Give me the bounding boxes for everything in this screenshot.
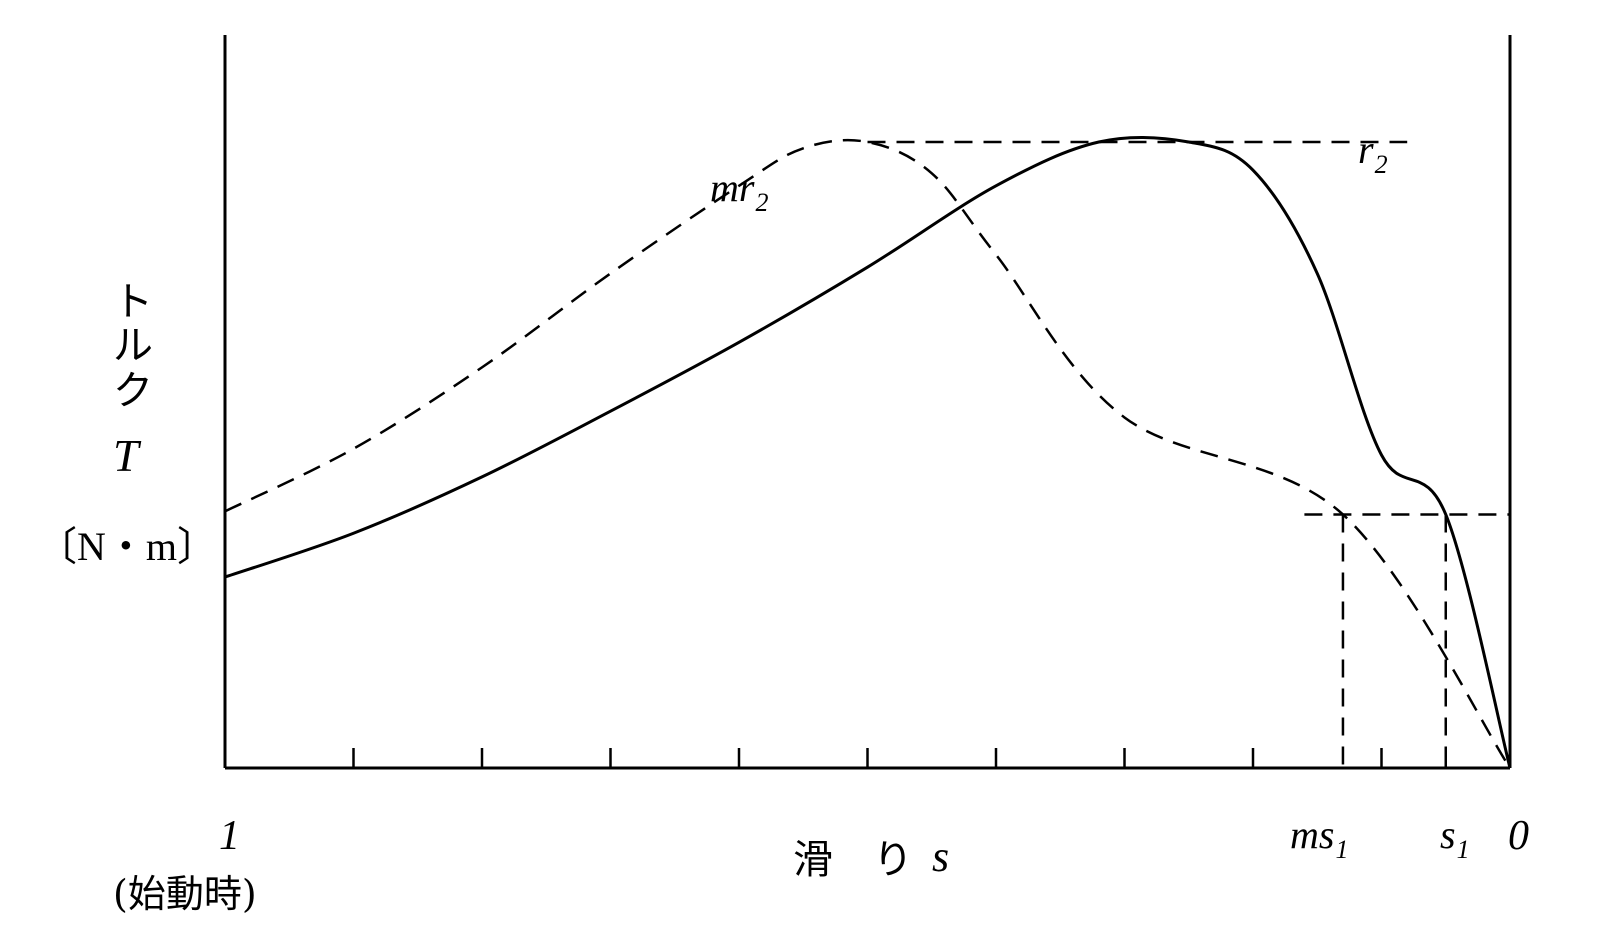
x-ticks <box>352 748 1447 768</box>
y-axis-label-char-3: ク <box>113 368 153 414</box>
s1-label-base: s <box>1440 812 1456 857</box>
s1-label: s1 <box>1440 812 1470 863</box>
x-axis-start-label: 1 <box>219 813 240 859</box>
series-label-mr2: mr2 <box>710 165 768 216</box>
y-axis-symbol: T <box>113 430 139 481</box>
y-axis-unit: 〔N・m〕 <box>37 524 217 569</box>
curve-r2 <box>224 135 1512 769</box>
x-axis-label: 滑 り <box>793 837 913 883</box>
ms1-label-sub: 1 <box>1335 835 1349 864</box>
series-label-r2-base: r <box>1358 127 1374 172</box>
x-axis-end-label: 0 <box>1508 813 1529 859</box>
reference-lines <box>867 140 1510 768</box>
y-axis-label-char-2: ル <box>113 323 153 369</box>
series-label-mr2-base: mr <box>710 165 755 210</box>
x-axis-symbol: s <box>932 832 950 881</box>
series-label-r2: r2 <box>1358 127 1388 178</box>
axes <box>223 35 1512 770</box>
s1-label-sub: 1 <box>1456 835 1470 864</box>
series-label-mr2-sub: 2 <box>755 188 769 217</box>
ms1-label-base: ms <box>1290 812 1335 857</box>
series-label-r2-sub: 2 <box>1374 150 1388 179</box>
ms1-label: ms1 <box>1290 812 1348 863</box>
curves <box>224 135 1512 769</box>
curve-mr2 <box>224 138 1512 769</box>
y-axis-label-char-1: ト <box>113 279 153 325</box>
x-axis-start-note: (始動時) <box>113 872 257 916</box>
